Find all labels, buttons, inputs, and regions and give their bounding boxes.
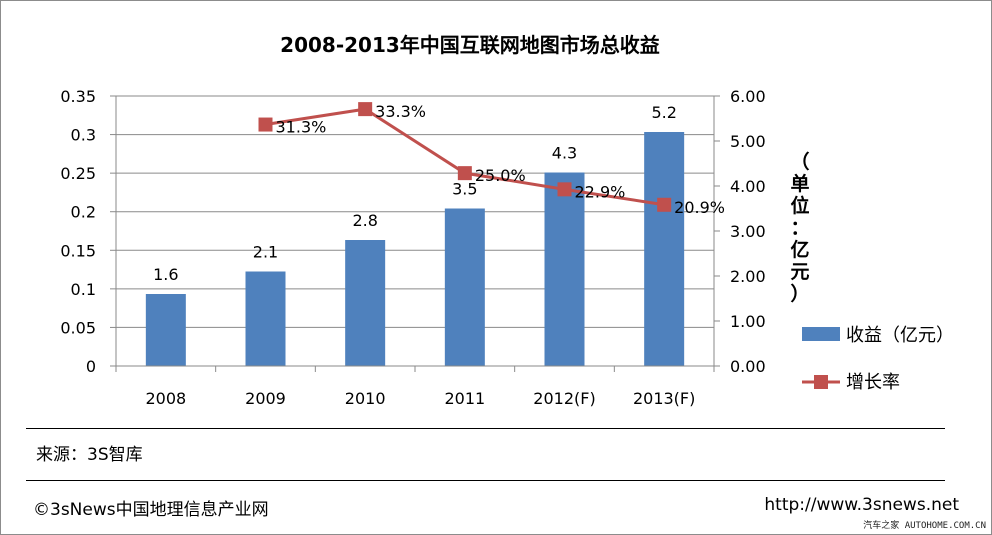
right-tick-label: 6.00 [730, 87, 766, 106]
revenue-data-label: 5.2 [651, 103, 676, 122]
right-tick-label: 0.00 [730, 357, 766, 376]
right-tick-label: 1.00 [730, 312, 766, 331]
chart-title: 2008-2013年中国互联网地图市场总收益 [280, 33, 660, 57]
copyright-text: ©3sNews中国地理信息产业网 [33, 500, 269, 520]
divider-bottom [26, 480, 945, 481]
legend-bar-swatch [802, 327, 840, 341]
source-note: 来源：3S智库 [36, 445, 143, 465]
right-axis-title-char: 亿 [790, 238, 809, 261]
divider-top [26, 428, 945, 429]
growth-marker [557, 182, 572, 197]
left-tick-label: 0.05 [60, 318, 96, 337]
right-axis-title-char: 元 [790, 261, 809, 283]
revenue-data-label: 1.6 [153, 265, 178, 284]
left-tick-label: 0 [86, 357, 96, 376]
x-tick-label: 2013(F) [633, 389, 695, 408]
revenue-bar [145, 294, 186, 366]
revenue-data-label: 4.3 [552, 144, 577, 163]
legend-line-label: 增长率 [846, 372, 900, 393]
growth-data-label: 25.0% [475, 166, 526, 185]
growth-data-label: 22.9% [575, 182, 626, 201]
revenue-bar [245, 271, 286, 366]
x-tick-label: 2008 [145, 389, 186, 408]
growth-marker [457, 166, 472, 181]
revenue-data-label: 2.1 [253, 243, 278, 262]
growth-marker [358, 102, 373, 117]
right-tick-label: 4.00 [730, 177, 766, 196]
x-tick-label: 2011 [444, 389, 485, 408]
website-link[interactable]: http://www.3snews.net [764, 495, 959, 515]
watermark: 汽车之家 AUTOHOME.COM.CN [863, 521, 986, 531]
growth-data-label: 33.3% [375, 102, 426, 121]
right-tick-label: 3.00 [730, 222, 766, 241]
gridlines [116, 95, 714, 328]
left-tick-label: 0.15 [60, 241, 96, 260]
revenue-bar [345, 240, 386, 366]
right-axis-title-char: 位 [790, 194, 809, 217]
left-tick-label: 0.3 [71, 126, 96, 145]
revenue-bar [644, 132, 685, 366]
legend-line-marker [814, 375, 828, 389]
axes: 0 0.05 0.1 0.15 0.2 0.25 0.3 0.35 0.00 1.00 2.00 3.… [60, 87, 765, 408]
growth-marker [657, 197, 672, 212]
right-axis-title-char: ： [790, 217, 809, 239]
legend: 收益（亿元） 增长率 [802, 325, 954, 393]
revenue-bar [444, 208, 485, 366]
growth-marker [258, 117, 273, 132]
left-tick-label: 0.35 [60, 87, 96, 106]
bar-series [145, 132, 685, 366]
left-tick-label: 0.1 [71, 280, 96, 299]
left-tick-label: 0.2 [71, 203, 96, 222]
data-labels: 1.6 2.1 2.8 3.5 4.3 5.2 31.3% 33.3% 25.0% 22.9% 20… [153, 102, 725, 284]
x-tick-label: 2010 [345, 389, 386, 408]
right-axis-title-char: ） [790, 282, 809, 305]
right-tick-label: 2.00 [730, 267, 766, 286]
growth-data-label: 20.9% [674, 198, 725, 217]
right-tick-label: 5.00 [730, 132, 766, 151]
revenue-data-label: 2.8 [352, 211, 377, 230]
x-tick-label: 2009 [245, 389, 286, 408]
revenue-data-label: 3.5 [452, 180, 477, 199]
right-axis-title-char: （ [790, 150, 809, 173]
revenue-bar [544, 172, 585, 366]
growth-data-label: 31.3% [276, 118, 327, 137]
right-axis-title: （单位：亿元） [790, 150, 809, 305]
right-axis-title-char: 单 [790, 172, 809, 195]
left-tick-label: 0.25 [60, 164, 96, 183]
legend-bar-label: 收益（亿元） [846, 325, 954, 346]
growth-line-series [258, 102, 672, 212]
x-tick-label: 2012(F) [533, 389, 595, 408]
